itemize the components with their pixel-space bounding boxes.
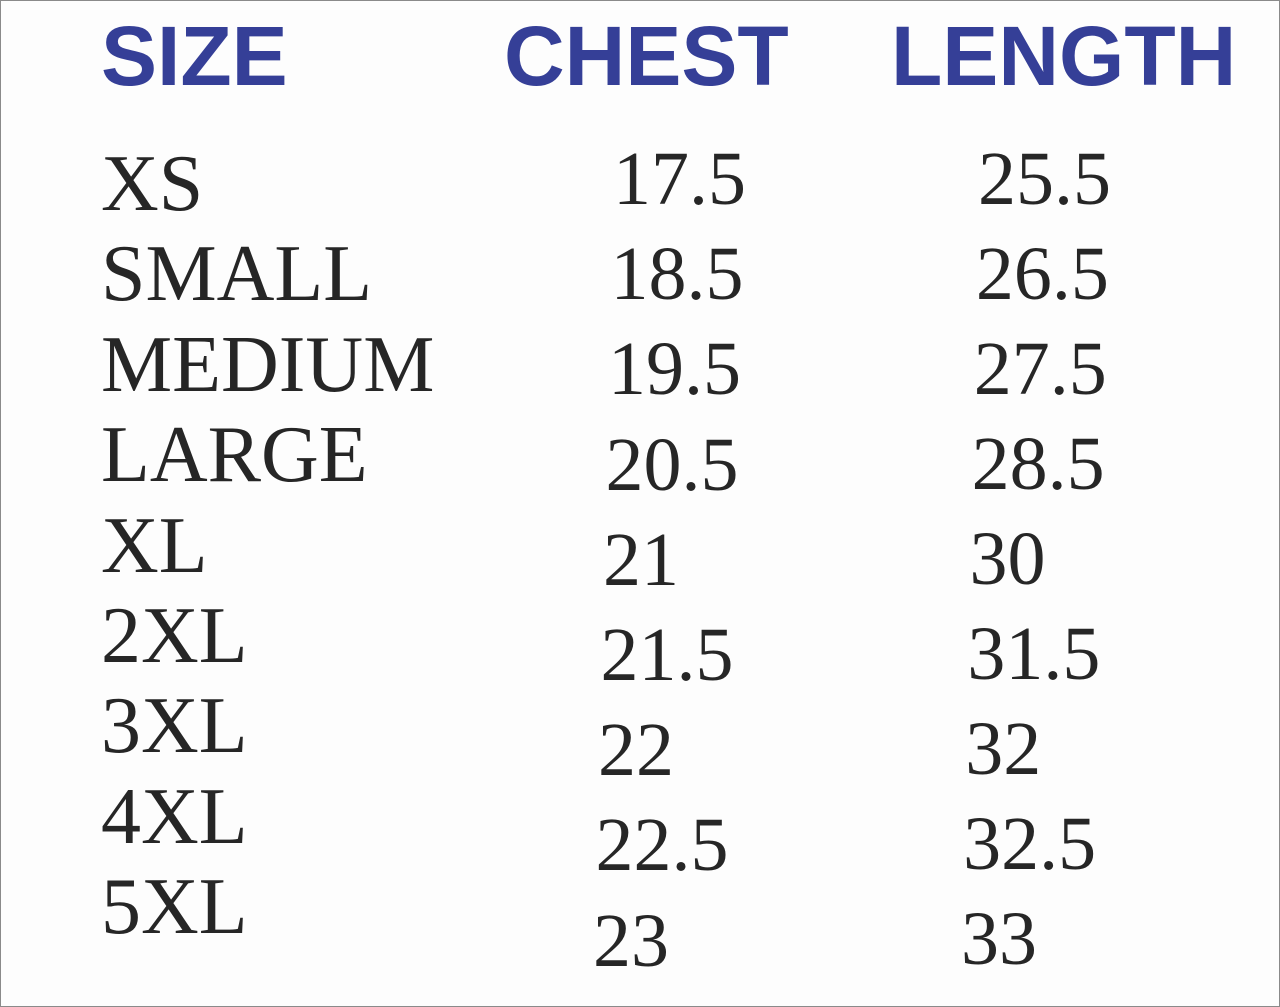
length-value: 32 bbox=[965, 707, 1042, 791]
size-label: 2XL bbox=[101, 592, 248, 680]
size-label: LARGE bbox=[101, 411, 368, 500]
length-value: 32.5 bbox=[963, 802, 1097, 886]
size-label: MEDIUM bbox=[101, 320, 435, 409]
length-value: 27.5 bbox=[973, 327, 1107, 411]
chest-value: 19.5 bbox=[608, 327, 741, 412]
size-label: 3XL bbox=[101, 682, 248, 771]
column-header: LENGTH bbox=[891, 9, 1237, 103]
chest-value: 23 bbox=[593, 898, 669, 983]
length-value: 26.5 bbox=[975, 232, 1109, 316]
length-value: 31.5 bbox=[967, 612, 1101, 696]
chest-value: 22.5 bbox=[595, 803, 729, 888]
chest-value: 20.5 bbox=[605, 422, 739, 507]
size-label: 4XL bbox=[101, 772, 248, 861]
chest-value: 21 bbox=[603, 517, 679, 602]
length-value: 30 bbox=[969, 517, 1046, 601]
size-label: 5XL bbox=[101, 863, 248, 952]
length-value: 33 bbox=[961, 897, 1037, 981]
size-label: XS bbox=[101, 140, 204, 228]
column-header: SIZE bbox=[101, 9, 288, 103]
column-header: CHEST bbox=[504, 9, 789, 103]
chest-value: 17.5 bbox=[613, 137, 746, 221]
chest-value: 22 bbox=[598, 708, 674, 793]
length-value: 28.5 bbox=[971, 422, 1105, 506]
size-label: XL bbox=[101, 501, 208, 590]
size-label: SMALL bbox=[101, 230, 373, 319]
length-value: 25.5 bbox=[978, 137, 1111, 221]
chest-value: 18.5 bbox=[610, 232, 744, 317]
chest-value: 21.5 bbox=[600, 613, 734, 697]
